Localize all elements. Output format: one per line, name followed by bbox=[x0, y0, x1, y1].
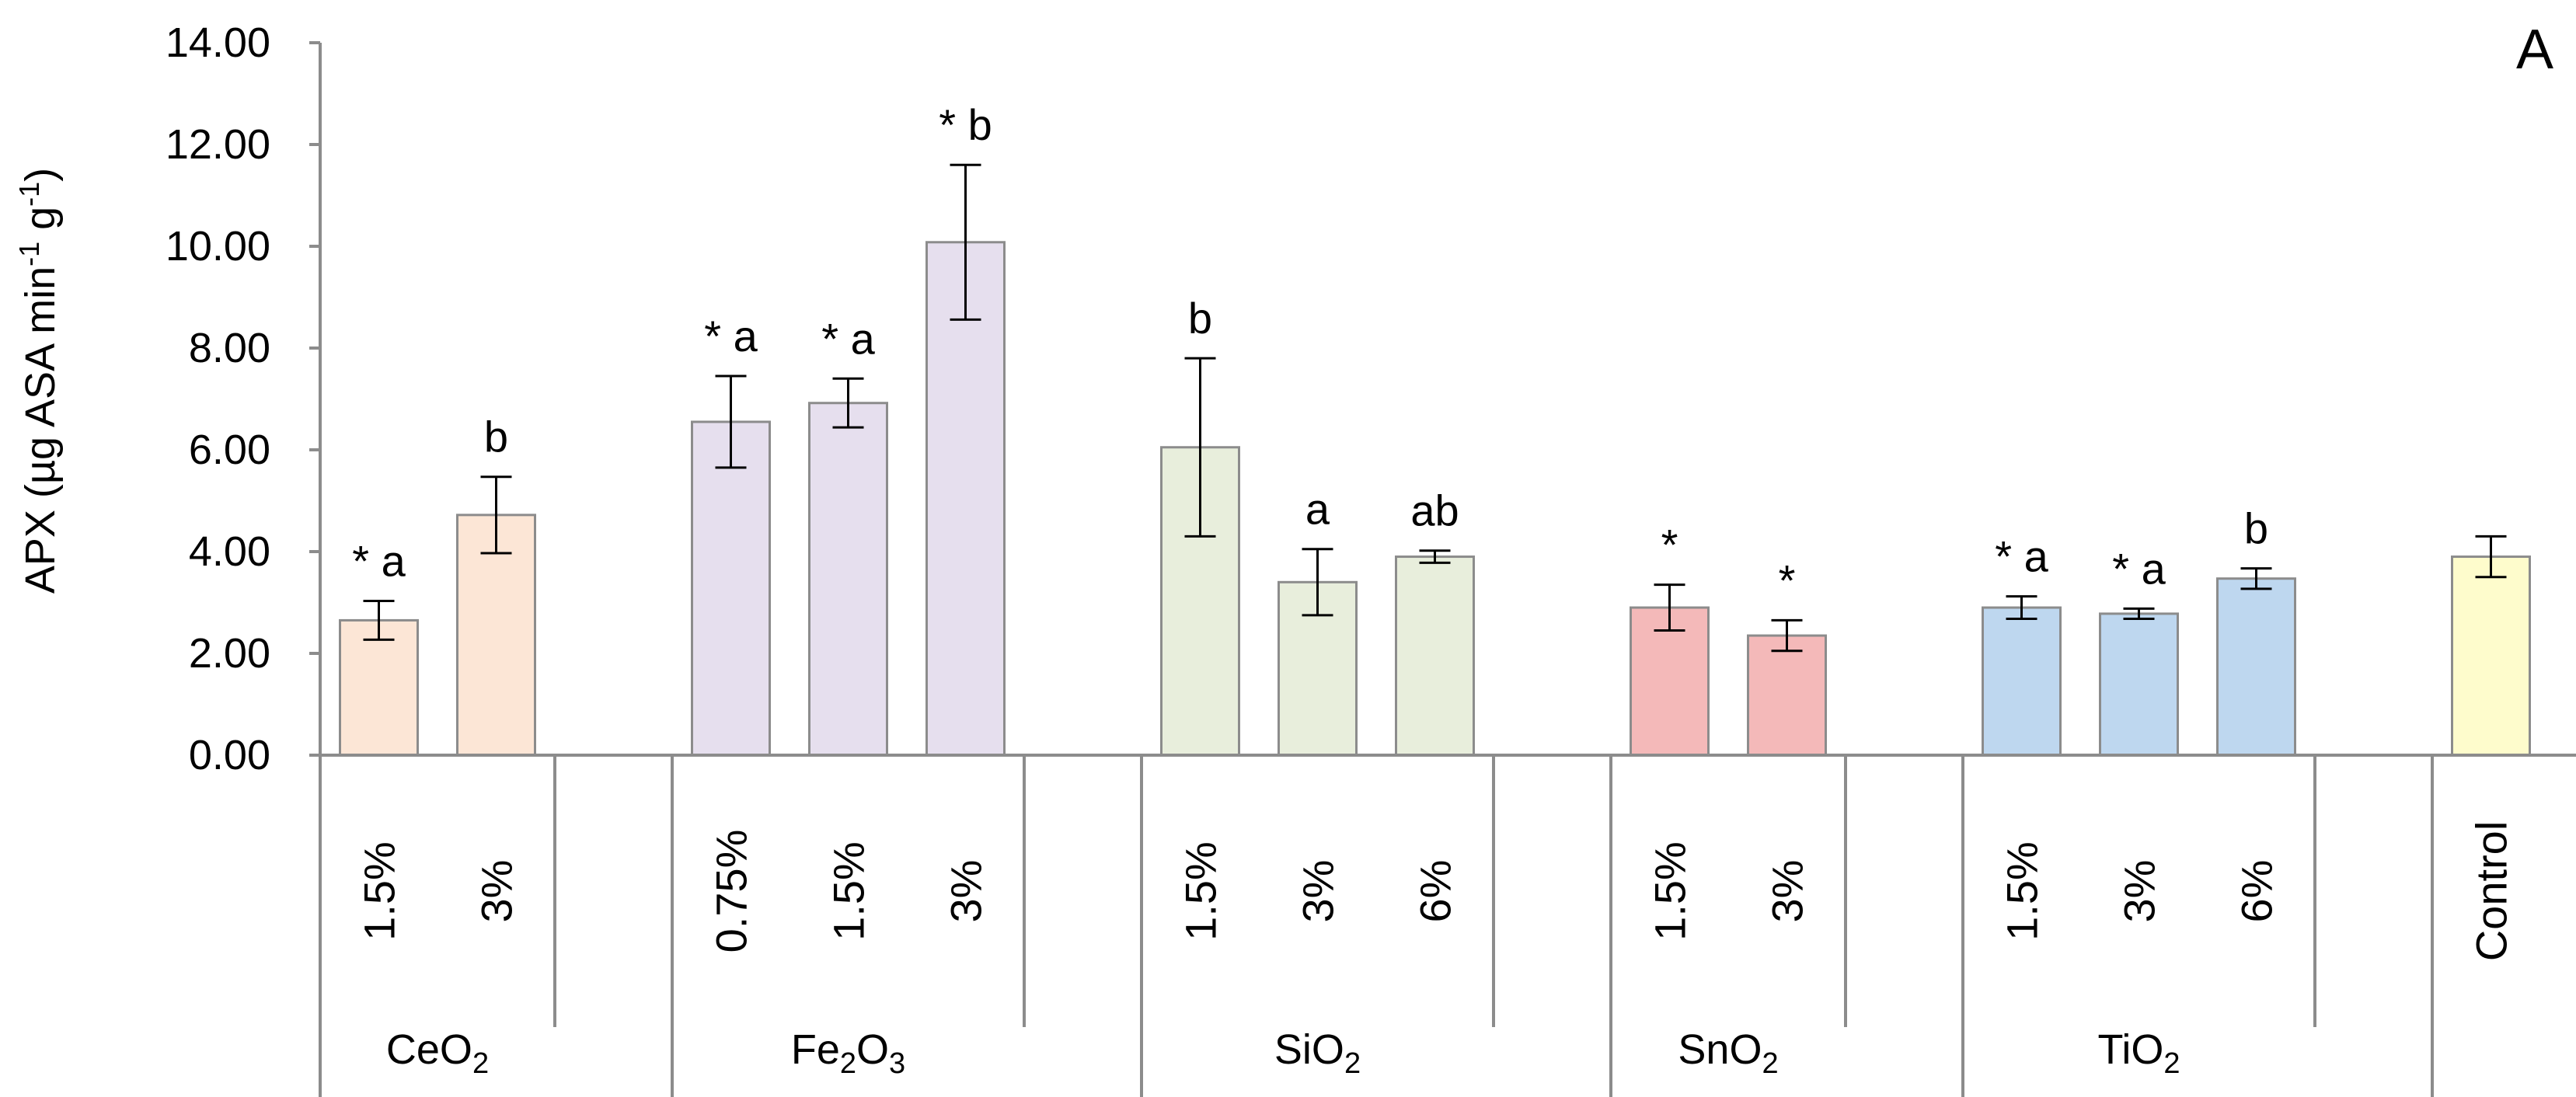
bar bbox=[808, 402, 888, 757]
significance-label: b bbox=[484, 413, 508, 461]
x-tick-label: 3% bbox=[472, 860, 521, 923]
significance-label: * bbox=[1779, 555, 1796, 604]
bar bbox=[925, 241, 1006, 757]
significance-label: * a bbox=[352, 537, 406, 586]
group-label: CeO2 bbox=[386, 1026, 489, 1080]
x-tick-label: 1.5% bbox=[355, 841, 404, 941]
x-tick-label: 3% bbox=[2115, 860, 2164, 923]
y-tick-label: 6.00 bbox=[189, 427, 270, 473]
x-tick-label: Control bbox=[2467, 821, 2516, 962]
x-tick-label: 6% bbox=[1411, 860, 1460, 923]
y-tick-label: 10.00 bbox=[166, 223, 270, 270]
x-tick-label: 3% bbox=[1294, 860, 1343, 923]
y-tick-label: 8.00 bbox=[189, 325, 270, 371]
panel-label: A bbox=[2516, 19, 2553, 81]
significance-label: * b bbox=[939, 100, 992, 149]
group-label: Fe2O3 bbox=[791, 1026, 905, 1080]
significance-label: * a bbox=[704, 312, 758, 360]
y-tick-label: 14.00 bbox=[166, 19, 270, 66]
significance-label: ab bbox=[1410, 486, 1459, 535]
y-tick-label: 0.00 bbox=[189, 732, 270, 778]
axes-layer bbox=[319, 43, 2576, 1097]
x-tick-label: 3% bbox=[942, 860, 991, 923]
x-tick-label: 0.75% bbox=[707, 830, 756, 953]
y-axis-ticks: 0.00 2.00 4.00 6.00 8.00 10.00 12.00 14.00 bbox=[166, 19, 320, 778]
significance-label: b bbox=[1188, 294, 1212, 343]
x-tick-label: 1.5% bbox=[1646, 841, 1695, 941]
y-tick-label: 2.00 bbox=[189, 630, 270, 677]
x-tick-label: 3% bbox=[1763, 860, 1812, 923]
bar bbox=[2099, 612, 2179, 757]
bars-layer: * a b * a * a * b b a ab * * * a * a b bbox=[339, 100, 2531, 757]
group-label: SnO2 bbox=[1678, 1026, 1778, 1080]
bar bbox=[1747, 634, 1827, 757]
significance-label: * a bbox=[821, 314, 875, 363]
significance-label: b bbox=[2244, 504, 2268, 553]
significance-label: * bbox=[1661, 521, 1678, 569]
significance-label: * a bbox=[1995, 532, 2048, 581]
group-label: TiO2 bbox=[2097, 1026, 2180, 1080]
bar bbox=[339, 618, 419, 757]
y-tick-label: 12.00 bbox=[166, 121, 270, 168]
bar bbox=[1395, 555, 1475, 757]
y-axis-label: APX (µg ASA min-1 g-1) bbox=[13, 168, 64, 594]
x-tick-label: 1.5% bbox=[1176, 841, 1225, 941]
significance-label: a bbox=[1305, 485, 1330, 534]
bar bbox=[2216, 577, 2296, 757]
x-tick-label: 6% bbox=[2233, 860, 2281, 923]
x-axis-labels: 1.5% 3% CeO2 0.75% 1.5% 3% Fe2O3 1.5% 3% 6% SiO2 1.… bbox=[355, 821, 2516, 1080]
bar bbox=[691, 420, 771, 757]
y-tick-label: 4.00 bbox=[189, 528, 270, 575]
group-label: SiO2 bbox=[1274, 1026, 1361, 1080]
x-tick-label: 1.5% bbox=[824, 841, 873, 941]
bar bbox=[1982, 606, 2062, 757]
bar bbox=[2451, 555, 2531, 757]
significance-label: * a bbox=[2112, 544, 2166, 593]
x-tick-label: 1.5% bbox=[1998, 841, 2047, 941]
bar bbox=[456, 514, 536, 757]
